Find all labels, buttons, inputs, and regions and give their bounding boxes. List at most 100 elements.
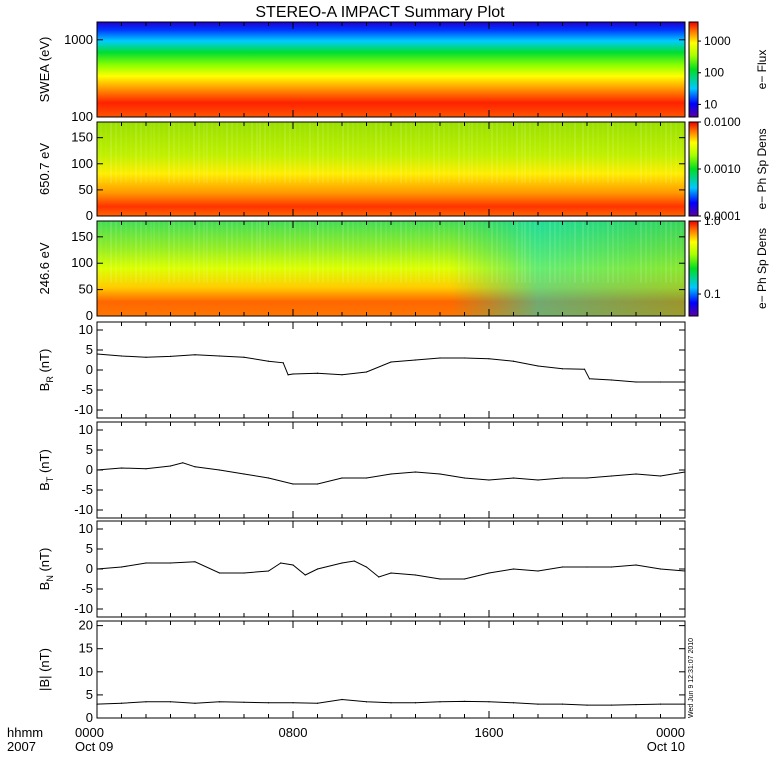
heatmap-stripe — [193, 221, 195, 283]
colorbar-label: e− Ph Sp Dens — [755, 128, 769, 209]
y-tick-label: 150 — [71, 130, 93, 145]
y-tick-label: 50 — [79, 282, 93, 297]
heatmap-stripe — [655, 122, 657, 184]
heatmap-stripe — [544, 221, 546, 283]
heatmap-stripe — [193, 122, 195, 184]
heatmap-stripe — [405, 122, 407, 184]
data-point — [267, 570, 270, 572]
heatmap-stripe — [612, 221, 614, 283]
data-point — [243, 701, 245, 703]
heatmap-stripe — [105, 221, 107, 283]
heatmap-stripe — [380, 122, 382, 184]
heatmap-stripe — [279, 122, 281, 184]
heatmap-stripe — [529, 221, 531, 283]
y-tick-label: 150 — [71, 229, 93, 244]
data-point — [182, 462, 184, 464]
heatmap-stripe — [438, 122, 440, 184]
heatmap-stripe — [274, 122, 276, 184]
data-point — [169, 355, 172, 357]
heatmap-stripe — [423, 221, 425, 283]
x-tick-label: 1600 — [475, 725, 504, 740]
heatmap-stripe — [130, 221, 132, 283]
data-point — [341, 698, 343, 701]
heatmap-stripe — [612, 122, 614, 184]
heatmap-stripe — [395, 122, 397, 184]
heatmap-stripe — [269, 221, 271, 283]
heatmap-stripe — [206, 221, 208, 283]
heatmap-stripe — [463, 221, 465, 283]
heatmap-stripe — [597, 221, 599, 283]
heatmap-stripe — [521, 122, 523, 184]
heatmap-stripe — [418, 122, 420, 184]
heatmap-stripe — [516, 221, 518, 283]
heatmap-stripe — [501, 122, 503, 184]
heatmap-stripe — [458, 122, 460, 184]
y-tick-label: 5 — [86, 442, 93, 457]
heatmap-stripe — [299, 122, 301, 184]
heatmap-stripe — [198, 122, 200, 184]
heatmap-stripe — [645, 122, 647, 184]
heatmap-stripe — [400, 122, 402, 184]
data-point — [145, 356, 147, 358]
y-tick-label: 10 — [79, 422, 93, 437]
heatmap-stripe — [241, 221, 243, 283]
data-point — [414, 574, 417, 576]
y-tick-label: 15 — [79, 641, 93, 656]
heatmap-stripe — [322, 221, 324, 283]
heatmap-stripe — [188, 122, 190, 184]
data-point — [610, 379, 613, 381]
data-point — [316, 568, 319, 570]
heatmap-stripe — [100, 122, 102, 184]
data-point — [586, 477, 588, 479]
heatmap-stripe — [150, 122, 152, 184]
heatmap-stripe — [327, 122, 329, 184]
y-axis-label: BR (nT) — [37, 349, 55, 392]
y-tick-label: 5 — [86, 687, 93, 702]
heatmap-stripe — [496, 221, 498, 283]
colorbar-label: e− Flux — [755, 50, 769, 90]
series-line-br — [96, 353, 685, 383]
heatmap-stripe — [602, 122, 604, 184]
heatmap-stripe — [539, 122, 541, 184]
heatmap-stripe — [342, 221, 344, 283]
heatmap-stripe — [304, 122, 306, 184]
heatmap-stripe — [259, 122, 261, 184]
heatmap-stripe — [221, 122, 223, 184]
heatmap-stripe — [582, 221, 584, 283]
colorbar-tick-label: 0.0100 — [704, 115, 741, 129]
y-axis-label-sub: R — [45, 376, 55, 383]
heatmap-stripe — [597, 122, 599, 184]
heatmap-stripe — [309, 122, 311, 184]
heatmap-stripe — [120, 221, 122, 283]
heatmap-stripe — [332, 221, 334, 283]
data-point — [463, 700, 466, 702]
x-tick-label: 0000 — [656, 725, 685, 740]
x-tick-label: 0800 — [279, 725, 308, 740]
data-point — [145, 468, 147, 470]
x-label-top: hhmm — [7, 725, 43, 740]
heatmap-stripe — [264, 221, 266, 283]
heatmap-stripe — [516, 122, 518, 184]
frame-bn — [96, 520, 686, 618]
y-tick-label: 100 — [71, 255, 93, 270]
heatmap-stripe — [665, 221, 667, 283]
y-axis-label-main: B — [37, 582, 52, 591]
data-point — [194, 561, 196, 563]
heatmap-stripe — [125, 221, 127, 283]
data-point — [96, 568, 98, 570]
heatmap-stripe — [506, 221, 508, 283]
heatmap-stripe — [322, 122, 324, 184]
data-point — [218, 701, 221, 703]
y-tick-label: 10 — [79, 521, 93, 536]
data-point — [243, 572, 245, 574]
heatmap-stripe — [665, 122, 667, 184]
heatmap-stripe — [216, 221, 218, 283]
heatmap-stripe — [304, 221, 306, 283]
data-point — [463, 357, 466, 359]
heatmap-stripe — [453, 122, 455, 184]
panel-bmag: 0 5 10 15 20 |B| (nT) — [37, 618, 686, 725]
data-point — [635, 473, 637, 475]
heatmap-stripe — [375, 122, 377, 184]
heatmap-stripe — [347, 221, 349, 283]
